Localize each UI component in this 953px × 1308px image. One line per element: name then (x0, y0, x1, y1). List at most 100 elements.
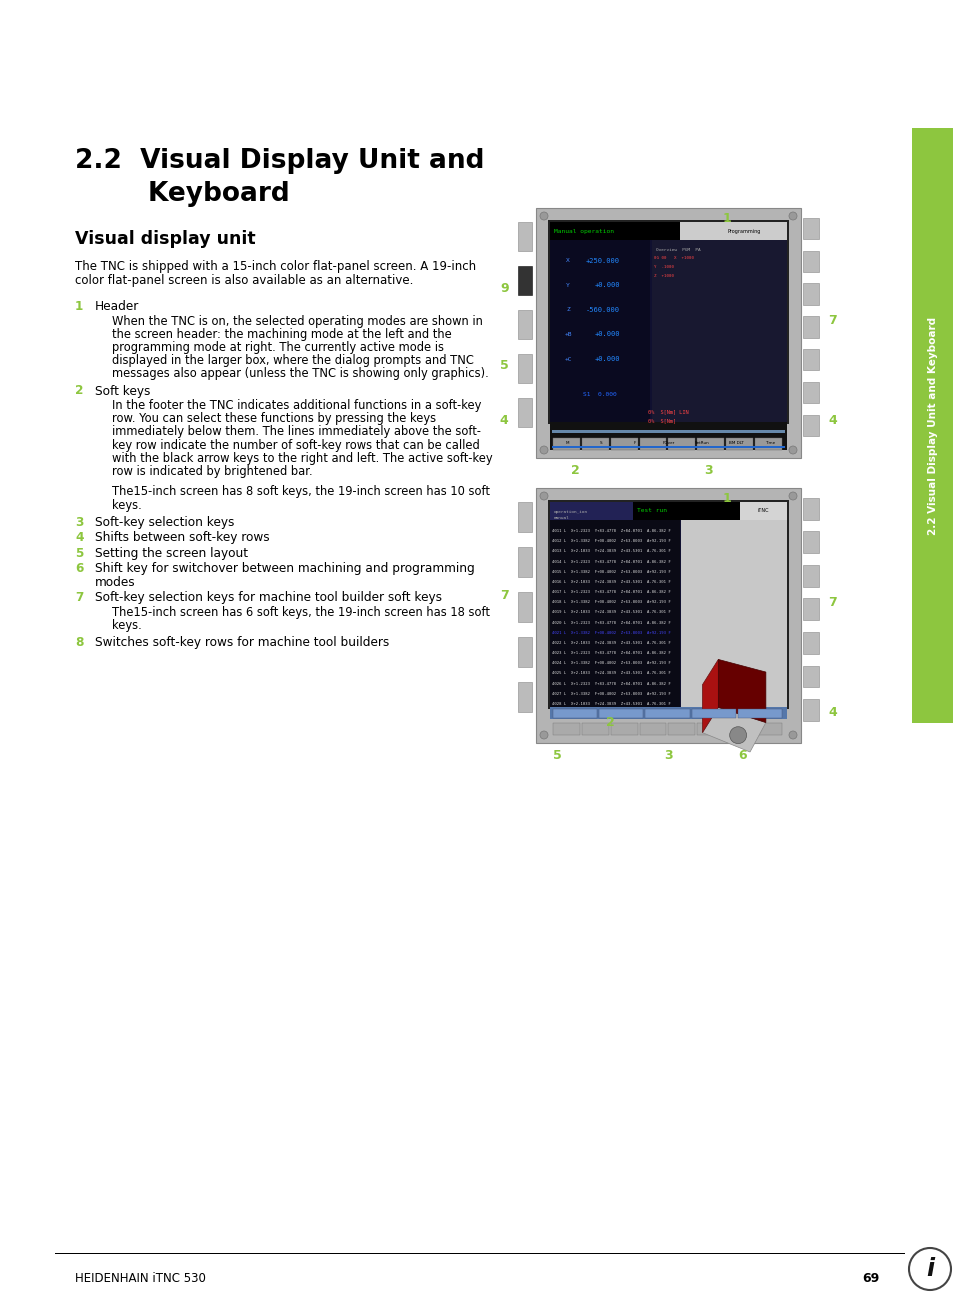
Text: Shifts between soft-key rows: Shifts between soft-key rows (95, 531, 270, 544)
Text: 4016 L  X+2.1033  Y+24.3839  Z+43.5301  A-76.301 F: 4016 L X+2.1033 Y+24.3839 Z+43.5301 A-76… (552, 579, 670, 583)
Bar (517, 398, 532, 426)
Text: 3: 3 (75, 515, 83, 528)
Text: 4018 L  X+1.3382  F+08.4002  Z+63.8003  A+92.193 F: 4018 L X+1.3382 F+08.4002 Z+63.8003 A+92… (552, 600, 670, 604)
Text: Visual display unit: Visual display unit (75, 230, 255, 249)
Bar (598, 709, 642, 718)
Text: 4027 L  X+1.3382  F+08.4002  Z+63.8003  A+92.193 F: 4027 L X+1.3382 F+08.4002 Z+63.8003 A+92… (552, 692, 670, 696)
Text: modes: modes (95, 576, 135, 589)
Text: FOver: FOver (661, 441, 674, 445)
Text: 1: 1 (721, 212, 730, 225)
Text: 5: 5 (499, 358, 508, 371)
Bar (725, 723, 752, 735)
Text: S1  0.000: S1 0.000 (582, 391, 616, 396)
Text: programming mode at right. The currently active mode is: programming mode at right. The currently… (112, 341, 443, 354)
Bar (802, 284, 818, 305)
Bar (802, 382, 818, 403)
Text: The15-inch screen has 6 soft keys, the 19-inch screen has 18 soft: The15-inch screen has 6 soft keys, the 1… (112, 606, 490, 619)
Bar (802, 349, 818, 370)
Text: Overview  PGM  PA: Overview PGM PA (655, 249, 700, 252)
Text: 4: 4 (827, 706, 837, 719)
Bar (737, 709, 781, 718)
Text: 4012 L  X+1.3382  F+08.4002  Z+63.8003  A+92.193 F: 4012 L X+1.3382 F+08.4002 Z+63.8003 A+92… (552, 539, 670, 543)
Text: 4017 L  X+1.2323  Y+83.4778  Z+84.0701  A-86.382 F: 4017 L X+1.2323 Y+83.4778 Z+84.0701 A-86… (552, 590, 670, 594)
Text: 7: 7 (499, 589, 508, 602)
Bar (536, 488, 801, 743)
Bar (552, 446, 784, 449)
Bar (911, 128, 953, 723)
Bar (755, 723, 781, 735)
Text: 7: 7 (827, 596, 837, 610)
Text: 4026 L  X+1.2323  Y+83.4778  Z+84.0701  A-86.382 F: 4026 L X+1.2323 Y+83.4778 Z+84.0701 A-86… (552, 681, 670, 685)
Bar (668, 438, 695, 450)
Bar (581, 723, 608, 735)
Bar (697, 438, 723, 450)
Text: Header: Header (95, 300, 139, 313)
Text: HEIDENHAIN: HEIDENHAIN (554, 509, 595, 514)
Bar (550, 222, 786, 239)
Text: In the footer the TNC indicates additional functions in a soft-key: In the footer the TNC indicates addition… (112, 399, 481, 412)
Circle shape (908, 1248, 950, 1290)
Text: Manual operation: Manual operation (554, 229, 614, 234)
Text: M: M (564, 441, 568, 445)
Text: Soft-key selection keys: Soft-key selection keys (95, 515, 234, 528)
Bar (553, 709, 597, 718)
Bar (739, 502, 786, 521)
Circle shape (788, 446, 796, 454)
Text: HEIDENHAIN iTNC 530: HEIDENHAIN iTNC 530 (75, 1271, 206, 1284)
Text: 2.2 Visual Display Unit and Keyboard: 2.2 Visual Display Unit and Keyboard (927, 317, 937, 535)
Bar (802, 415, 818, 436)
Bar (517, 222, 532, 251)
Bar (680, 521, 786, 708)
Text: 1: 1 (75, 300, 83, 313)
Circle shape (788, 731, 796, 739)
Text: 4013 L  X+2.1033  Y+24.3839  Z+43.5301  A-76.301 F: 4013 L X+2.1033 Y+24.3839 Z+43.5301 A-76… (552, 549, 670, 553)
Text: +B: +B (563, 332, 571, 337)
Bar (802, 531, 818, 553)
Bar (547, 500, 788, 709)
Text: +C: +C (563, 357, 571, 361)
Bar (550, 502, 632, 521)
Bar (668, 723, 695, 735)
Bar (550, 239, 649, 422)
Text: 4022 L  X+2.1033  Y+24.3839  Z+43.5301  A-76.301 F: 4022 L X+2.1033 Y+24.3839 Z+43.5301 A-76… (552, 641, 670, 645)
Circle shape (539, 492, 547, 500)
Text: Soft keys: Soft keys (95, 385, 151, 398)
Circle shape (729, 727, 746, 744)
Bar (802, 217, 818, 239)
Text: messages also appear (unless the TNC is showing only graphics).: messages also appear (unless the TNC is … (112, 368, 488, 381)
Text: 4: 4 (499, 415, 508, 426)
Text: 9: 9 (499, 281, 508, 294)
Bar (802, 698, 818, 721)
Bar (550, 436, 786, 453)
Bar (550, 521, 786, 708)
Text: +250.000: +250.000 (585, 258, 619, 264)
Bar (802, 317, 818, 337)
Text: Y: Y (565, 283, 569, 288)
Text: 2: 2 (75, 385, 83, 398)
Text: Z: Z (565, 307, 569, 313)
Bar (552, 430, 784, 433)
Text: 2: 2 (571, 464, 579, 477)
Text: i: i (925, 1257, 933, 1281)
Text: 4: 4 (75, 531, 84, 544)
Text: Setting the screen layout: Setting the screen layout (95, 547, 248, 560)
Bar (550, 502, 786, 521)
Text: Keyboard: Keyboard (75, 181, 290, 207)
Text: 7: 7 (75, 591, 83, 604)
Text: 2: 2 (605, 715, 614, 729)
Text: 1: 1 (721, 492, 730, 505)
Text: immediately below them. The lines immediately above the soft-: immediately below them. The lines immedi… (112, 425, 480, 438)
Text: 4011 L  X+1.2323  Y+83.4778  Z+84.0701  A-86.382 F: 4011 L X+1.2323 Y+83.4778 Z+84.0701 A-86… (552, 530, 670, 534)
Bar (802, 497, 818, 519)
Text: X: X (565, 258, 569, 263)
Text: Shift key for switchover between machining and programming: Shift key for switchover between machini… (95, 562, 475, 576)
Bar (581, 438, 608, 450)
Bar (610, 438, 637, 450)
Bar (517, 502, 532, 531)
Text: keys.: keys. (112, 619, 142, 632)
Text: -560.000: -560.000 (585, 307, 619, 313)
Bar (679, 222, 786, 239)
Text: 4020 L  X+1.2323  Y+83.4778  Z+84.0701  A-86.382 F: 4020 L X+1.2323 Y+83.4778 Z+84.0701 A-86… (552, 620, 670, 625)
Text: 4: 4 (827, 415, 837, 426)
Bar (697, 723, 723, 735)
